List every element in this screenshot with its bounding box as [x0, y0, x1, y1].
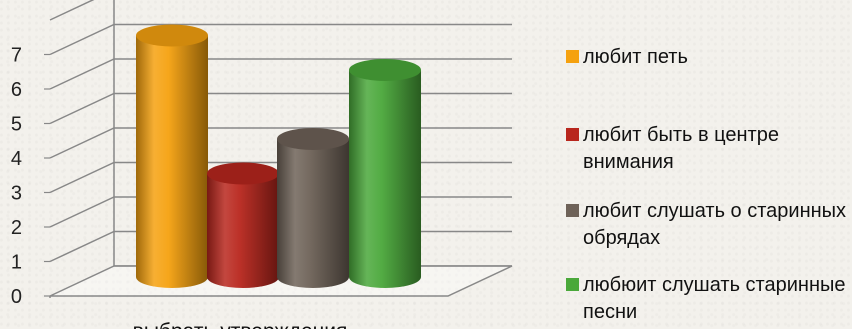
- legend-swatch: [566, 128, 579, 141]
- bar-top: [349, 59, 421, 81]
- y-tick-label: 0: [11, 286, 22, 308]
- legend-item: любит быть в центре внимания: [566, 122, 848, 176]
- bar: [349, 59, 421, 288]
- y-tick-label: 1: [11, 252, 22, 274]
- legend: любит петь любит быть в центре внимания лю…: [566, 0, 852, 329]
- legend-item: любит слушать о старинных обрядах: [566, 198, 848, 252]
- gridline: [49, 92, 512, 125]
- legend-item: любюит слушать старинные песни: [566, 272, 848, 326]
- bar-top: [136, 24, 208, 47]
- x-category-label: выбрать утверждения: [133, 320, 348, 329]
- bar-body: [277, 139, 349, 288]
- y-tick-label: 6: [11, 79, 22, 101]
- legend-label: любит слушать о старинных обрядах: [583, 200, 847, 249]
- y-tick-label: 3: [11, 183, 22, 205]
- bar-top: [277, 128, 349, 150]
- gridline: [49, 58, 512, 90]
- legend-swatch: [566, 278, 579, 291]
- bar-body: [136, 35, 208, 288]
- legend-swatch: [566, 204, 579, 217]
- gridline: [49, 0, 95, 21]
- y-tick-label: 5: [11, 114, 22, 136]
- legend-label: любит петь: [583, 46, 688, 68]
- legend-swatch: [566, 50, 579, 63]
- y-tick-label: 7: [11, 45, 22, 67]
- bar: [207, 162, 279, 288]
- bar-body: [349, 70, 421, 288]
- chart-plot: 0 1 2 3 4 5 6 7 выбрать утверждения: [11, 0, 513, 329]
- bar-body: [207, 173, 279, 288]
- y-tick-label: 4: [11, 148, 22, 170]
- legend-label: любюит слушать старинные песни: [583, 274, 846, 323]
- bar: [277, 128, 349, 288]
- legend-item: любит петь: [566, 44, 848, 71]
- y-tick-label: 2: [11, 217, 22, 239]
- y-axis-ticks: 0 1 2 3 4 5 6 7: [11, 45, 50, 308]
- bar-top: [207, 162, 279, 185]
- legend-label: любит быть в центре внимания: [583, 124, 779, 173]
- bar: [136, 24, 208, 288]
- bars: [136, 24, 421, 288]
- gridline: [49, 23, 512, 56]
